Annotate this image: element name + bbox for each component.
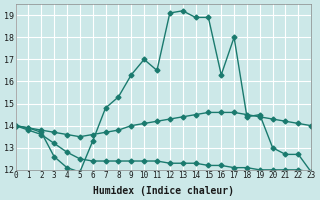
X-axis label: Humidex (Indice chaleur): Humidex (Indice chaleur) [93,186,234,196]
